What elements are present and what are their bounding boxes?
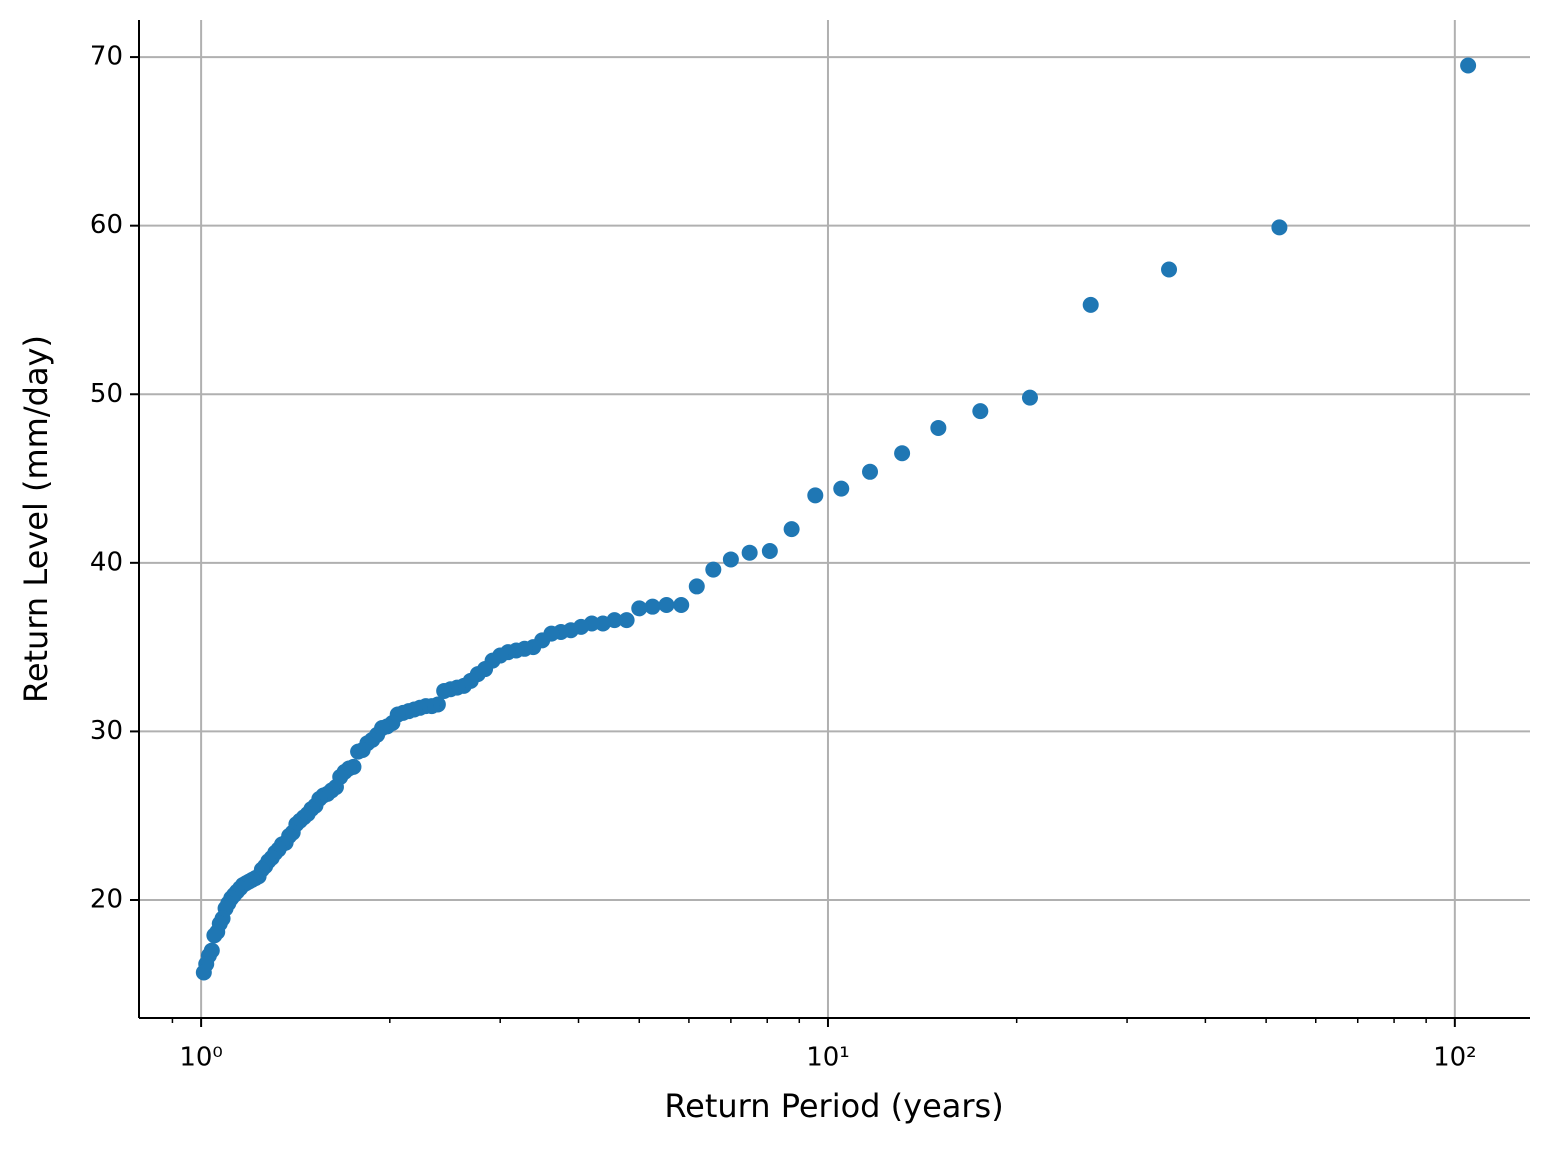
point <box>894 445 911 462</box>
point <box>833 480 850 497</box>
y-tick-label: 20 <box>90 884 123 914</box>
point <box>436 682 453 699</box>
point <box>673 596 690 613</box>
y-tick-label: 40 <box>90 547 123 577</box>
point <box>1460 57 1477 74</box>
point <box>705 561 722 578</box>
point <box>930 419 947 436</box>
point <box>618 612 635 629</box>
point <box>688 578 705 595</box>
point <box>631 600 648 617</box>
y-tick-label: 50 <box>90 379 123 409</box>
y-axis-label: Return Level (mm/day) <box>17 335 55 703</box>
x-tick-label: 10² <box>1433 1043 1477 1073</box>
point <box>741 544 758 561</box>
point <box>206 927 223 944</box>
point <box>594 615 611 632</box>
point <box>350 743 367 760</box>
point <box>1021 389 1038 406</box>
point <box>761 543 778 560</box>
x-axis-label: Return Period (years) <box>664 1087 1003 1125</box>
x-tick-label: 10¹ <box>806 1043 850 1073</box>
point <box>195 964 212 981</box>
point <box>972 403 989 420</box>
point <box>1271 219 1288 236</box>
point <box>1082 296 1099 313</box>
point <box>862 463 879 480</box>
point <box>807 487 824 504</box>
y-tick-label: 30 <box>90 716 123 746</box>
point <box>783 521 800 538</box>
y-tick-label: 70 <box>90 42 123 72</box>
point <box>722 551 739 568</box>
point <box>644 598 661 615</box>
point <box>1161 261 1178 278</box>
x-tick-label: 10⁰ <box>179 1043 223 1073</box>
point <box>658 596 675 613</box>
y-tick-label: 60 <box>90 210 123 240</box>
